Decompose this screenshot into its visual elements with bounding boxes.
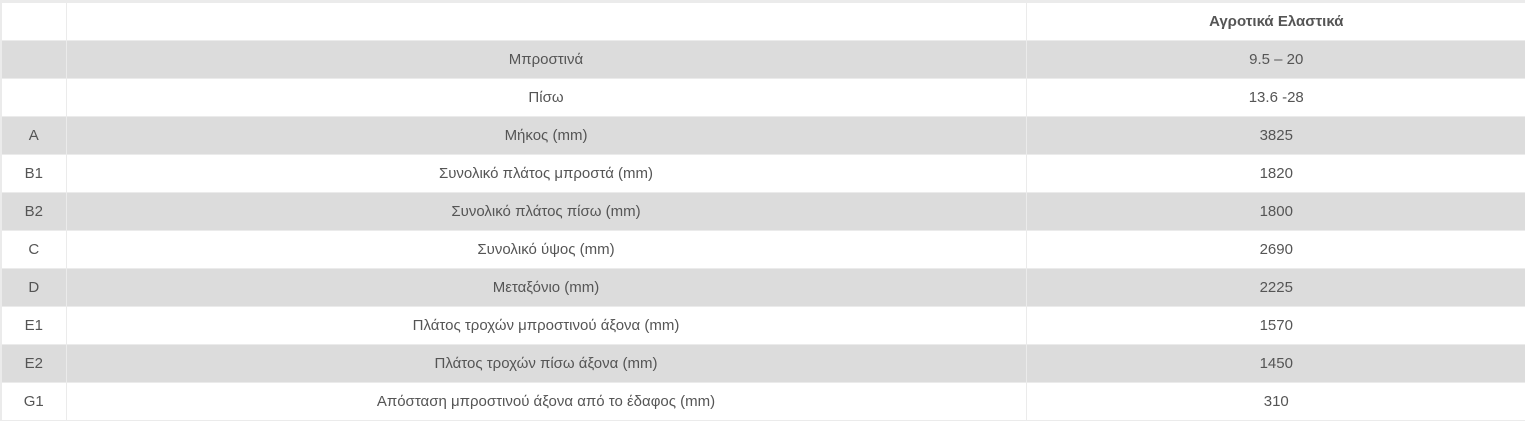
- code-cell: B1: [0, 154, 66, 193]
- value-cell: 13.6 -28: [1025, 78, 1525, 117]
- value-cell: 1570: [1025, 306, 1525, 345]
- table-row: B2 Συνολικό πλάτος πίσω (mm) 1800: [0, 192, 1525, 231]
- header-code: [0, 1, 66, 41]
- code-cell: A: [0, 116, 66, 155]
- code-cell: E1: [0, 306, 66, 345]
- spec-cell: Μπροστινά: [65, 40, 1026, 79]
- value-cell: 310: [1025, 382, 1525, 421]
- value-cell: 2690: [1025, 230, 1525, 269]
- table-row: Μπροστινά 9.5 – 20: [0, 40, 1525, 79]
- spec-cell: Πλάτος τροχών πίσω άξονα (mm): [65, 344, 1026, 383]
- spec-cell: Συνολικό πλάτος μπροστά (mm): [65, 154, 1026, 193]
- table-row: E2 Πλάτος τροχών πίσω άξονα (mm) 1450: [0, 344, 1525, 383]
- table-row: E1 Πλάτος τροχών μπροστινού άξονα (mm) 157…: [0, 306, 1525, 345]
- value-cell: 1820: [1025, 154, 1525, 193]
- value-cell: 1450: [1025, 344, 1525, 383]
- header-value: Αγροτικά Ελαστικά: [1025, 1, 1525, 41]
- spec-cell: Πίσω: [65, 78, 1026, 117]
- code-cell: C: [0, 230, 66, 269]
- table-row: B1 Συνολικό πλάτος μπροστά (mm) 1820: [0, 154, 1525, 193]
- value-cell: 3825: [1025, 116, 1525, 155]
- table-row: C Συνολικό ύψος (mm) 2690: [0, 230, 1525, 269]
- table-row: Πίσω 13.6 -28: [0, 78, 1525, 117]
- spec-cell: Πλάτος τροχών μπροστινού άξονα (mm): [65, 306, 1026, 345]
- code-cell: [0, 40, 66, 79]
- table-row: G1 Απόσταση μπροστινού άξονα από το έδαφο…: [0, 382, 1525, 421]
- code-cell: E2: [0, 344, 66, 383]
- spec-cell: Συνολικό πλάτος πίσω (mm): [65, 192, 1026, 231]
- spec-cell: Συνολικό ύψος (mm): [65, 230, 1026, 269]
- code-cell: B2: [0, 192, 66, 231]
- spec-cell: Απόσταση μπροστινού άξονα από το έδαφος …: [65, 382, 1026, 421]
- table-row: D Μεταξόνιο (mm) 2225: [0, 268, 1525, 307]
- spec-cell: Μεταξόνιο (mm): [65, 268, 1026, 307]
- value-cell: 2225: [1025, 268, 1525, 307]
- spec-cell: Μήκος (mm): [65, 116, 1026, 155]
- code-cell: [0, 78, 66, 117]
- code-cell: D: [0, 268, 66, 307]
- header-spec: [65, 1, 1026, 41]
- code-cell: G1: [0, 382, 66, 421]
- value-cell: 9.5 – 20: [1025, 40, 1525, 79]
- table-row: A Μήκος (mm) 3825: [0, 116, 1525, 155]
- value-cell: 1800: [1025, 192, 1525, 231]
- table-header-row: Αγροτικά Ελαστικά: [0, 1, 1525, 41]
